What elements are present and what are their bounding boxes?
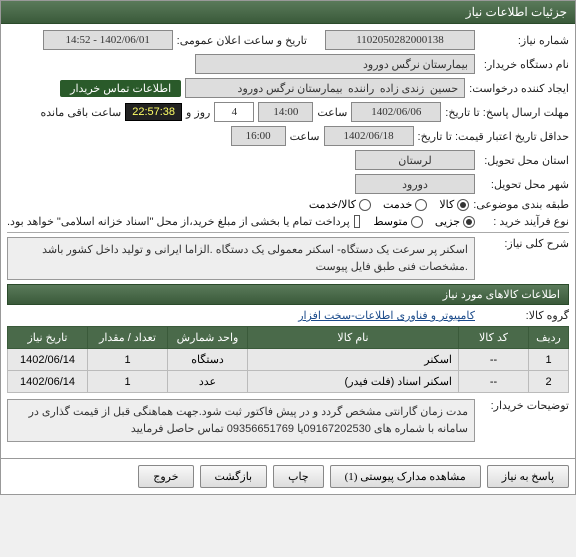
radio-dot-icon bbox=[411, 216, 423, 228]
print-button[interactable]: چاپ bbox=[273, 465, 324, 488]
requester-value bbox=[185, 78, 465, 98]
content-area: شماره نیاز: تاریخ و ساعت اعلان عمومی: نا… bbox=[1, 24, 575, 452]
row-category: طبقه بندی موضوعی: کالا خدمت کالا/خدمت bbox=[7, 198, 569, 211]
radio-dot-icon bbox=[463, 216, 475, 228]
deadline-label: مهلت ارسال پاسخ: تا تاریخ: bbox=[445, 106, 569, 119]
window-title: جزئیات اطلاعات نیاز bbox=[466, 5, 567, 19]
treasury-note: پرداخت تمام یا بخشی از مبلغ خرید،از محل … bbox=[7, 215, 350, 228]
th-qty: تعداد / مقدار bbox=[88, 327, 168, 349]
th-name: نام کالا bbox=[248, 327, 459, 349]
th-code: کد کالا bbox=[459, 327, 529, 349]
back-button[interactable]: بازگشت bbox=[200, 465, 268, 488]
row-buytype: نوع فرآیند خرید : جزیی متوسط پرداخت تمام… bbox=[7, 215, 569, 228]
need-no-value bbox=[325, 30, 475, 50]
th-rownum: ردیف bbox=[529, 327, 569, 349]
buytype-label: نوع فرآیند خرید : bbox=[479, 215, 569, 228]
row-validity: حداقل تاریخ اعتبار قیمت: تا تاریخ: ساعت bbox=[7, 126, 569, 146]
table-cell: 1 bbox=[529, 349, 569, 371]
table-row[interactable]: 2--اسکنر اسناد (فلت فیدر)عدد11402/06/14 bbox=[8, 371, 569, 393]
category-radio-group: کالا خدمت کالا/خدمت bbox=[309, 198, 469, 211]
buyer-org-label: نام دستگاه خریدار: bbox=[479, 58, 569, 71]
deadline-date bbox=[351, 102, 441, 122]
table-header-row: ردیف کد کالا نام کالا واحد شمارش تعداد /… bbox=[8, 327, 569, 349]
table-body: 1--اسکنردستگاه11402/06/142--اسکنر اسناد … bbox=[8, 349, 569, 393]
row-need-announce: شماره نیاز: تاریخ و ساعت اعلان عمومی: bbox=[7, 30, 569, 50]
table-cell: عدد bbox=[168, 371, 248, 393]
treasury-checkbox[interactable] bbox=[354, 215, 361, 228]
attachments-button[interactable]: مشاهده مدارک پیوستی (1) bbox=[330, 465, 481, 488]
validity-date bbox=[324, 126, 414, 146]
category-radio-2[interactable]: کالا/خدمت bbox=[309, 198, 371, 211]
validity-time bbox=[231, 126, 286, 146]
table-cell: دستگاه bbox=[168, 349, 248, 371]
deadline-day-label: روز و bbox=[186, 106, 210, 119]
radio-dot-icon bbox=[457, 199, 469, 211]
announce-value bbox=[43, 30, 173, 50]
row-buyer-notes: توضیحات خریدار: مدت زمان گارانتی مشخص گر… bbox=[7, 399, 569, 442]
city-label: شهر محل تحویل: bbox=[479, 178, 569, 191]
table-cell: 1 bbox=[88, 371, 168, 393]
radio-dot-icon bbox=[359, 199, 371, 211]
items-section-header: اطلاعات کالاهای مورد نیاز bbox=[7, 284, 569, 305]
deadline-days bbox=[214, 102, 254, 122]
row-deadline: مهلت ارسال پاسخ: تا تاریخ: ساعت روز و 22… bbox=[7, 102, 569, 122]
row-province: استان محل تحویل: bbox=[7, 150, 569, 170]
title-bar: جزئیات اطلاعات نیاز bbox=[1, 1, 575, 24]
separator bbox=[7, 232, 569, 233]
table-cell: -- bbox=[459, 349, 529, 371]
province-value bbox=[355, 150, 475, 170]
table-cell: اسکنر اسناد (فلت فیدر) bbox=[248, 371, 459, 393]
validity-label: حداقل تاریخ اعتبار قیمت: تا تاریخ: bbox=[418, 130, 569, 143]
category-radio-1[interactable]: خدمت bbox=[383, 198, 427, 211]
table-cell: 1402/06/14 bbox=[8, 371, 88, 393]
table-cell: 1 bbox=[88, 349, 168, 371]
table-cell: اسکنر bbox=[248, 349, 459, 371]
group-label: گروه کالا: bbox=[479, 309, 569, 322]
table-cell: 2 bbox=[529, 371, 569, 393]
row-group: گروه کالا: کامپیوتر و فناوری اطلاعات-سخت… bbox=[7, 309, 569, 322]
buytype-radio-group: جزیی متوسط bbox=[373, 215, 475, 228]
group-value-link[interactable]: کامپیوتر و فناوری اطلاعات-سخت افزار bbox=[298, 309, 475, 322]
city-value bbox=[355, 174, 475, 194]
exit-button[interactable]: خروج bbox=[138, 465, 193, 488]
button-bar: پاسخ به نیاز مشاهده مدارک پیوستی (1) چاپ… bbox=[1, 458, 575, 494]
row-city: شهر محل تحویل: bbox=[7, 174, 569, 194]
category-label: طبقه بندی موضوعی: bbox=[473, 198, 569, 211]
countdown-timer: 22:57:38 bbox=[125, 103, 182, 121]
announce-label: تاریخ و ساعت اعلان عمومی: bbox=[177, 34, 307, 47]
category-radio-0[interactable]: کالا bbox=[439, 198, 469, 211]
table-row[interactable]: 1--اسکنردستگاه11402/06/14 bbox=[8, 349, 569, 371]
main-window: جزئیات اطلاعات نیاز شماره نیاز: تاریخ و … bbox=[0, 0, 576, 495]
radio-dot-icon bbox=[415, 199, 427, 211]
buyer-contact-badge[interactable]: اطلاعات تماس خریدار bbox=[60, 80, 181, 97]
province-label: استان محل تحویل: bbox=[479, 154, 569, 167]
buyer-notes-label: توضیحات خریدار: bbox=[479, 399, 569, 412]
buytype-radio-1[interactable]: متوسط bbox=[373, 215, 423, 228]
validity-time-label: ساعت bbox=[290, 130, 320, 143]
th-unit: واحد شمارش bbox=[168, 327, 248, 349]
row-buyer-org: نام دستگاه خریدار: bbox=[7, 54, 569, 74]
buyer-notes-text: مدت زمان گارانتی مشخص گردد و در پیش فاکت… bbox=[7, 399, 475, 442]
th-date: تاریخ نیاز bbox=[8, 327, 88, 349]
table-cell: 1402/06/14 bbox=[8, 349, 88, 371]
requester-label: ایجاد کننده درخواست: bbox=[469, 82, 569, 95]
main-desc-text: اسکنر پر سرعت یک دستگاه- اسکنر معمولی یک… bbox=[7, 237, 475, 280]
buyer-org-value bbox=[195, 54, 475, 74]
buytype-radio-0[interactable]: جزیی bbox=[435, 215, 475, 228]
main-desc-label: شرح کلی نیاز: bbox=[479, 237, 569, 250]
items-table: ردیف کد کالا نام کالا واحد شمارش تعداد /… bbox=[7, 326, 569, 393]
row-requester: ایجاد کننده درخواست: اطلاعات تماس خریدار bbox=[7, 78, 569, 98]
respond-button[interactable]: پاسخ به نیاز bbox=[487, 465, 569, 488]
row-main-desc: شرح کلی نیاز: اسکنر پر سرعت یک دستگاه- ا… bbox=[7, 237, 569, 280]
deadline-time bbox=[258, 102, 313, 122]
remain-label: ساعت باقی مانده bbox=[40, 106, 121, 119]
need-no-label: شماره نیاز: bbox=[479, 34, 569, 47]
deadline-time-label: ساعت bbox=[317, 106, 347, 119]
table-cell: -- bbox=[459, 371, 529, 393]
